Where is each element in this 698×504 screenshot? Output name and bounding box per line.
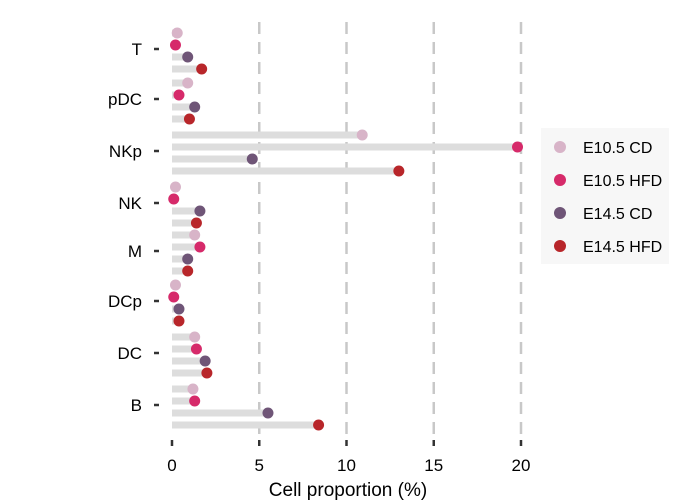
x-tick-label-15: 15 bbox=[424, 456, 443, 475]
stem-DC-2 bbox=[172, 357, 206, 365]
stem-NK-3 bbox=[172, 219, 197, 227]
point-NKp-3 bbox=[393, 165, 405, 177]
point-pDC-3 bbox=[183, 113, 195, 125]
y-tick-label-NKp: NKp bbox=[109, 142, 142, 161]
point-NKp-0 bbox=[356, 129, 368, 141]
stem-DC-1 bbox=[172, 345, 197, 353]
grid-lines bbox=[258, 22, 523, 434]
stem-NKp-2 bbox=[172, 155, 253, 163]
y-tick-label-B: B bbox=[131, 396, 142, 415]
y-tick-label-M: M bbox=[128, 242, 142, 261]
x-axis-title: Cell proportion (%) bbox=[269, 480, 427, 501]
stem-M-2 bbox=[172, 255, 188, 263]
point-DCp-1 bbox=[168, 291, 180, 303]
stem-DC-3 bbox=[172, 369, 207, 377]
point-pDC-2 bbox=[189, 101, 201, 113]
stem-pDC-2 bbox=[172, 103, 195, 111]
point-DCp-0 bbox=[169, 279, 181, 291]
stem-M-0 bbox=[172, 231, 195, 239]
y-tick-label-T: T bbox=[132, 40, 142, 59]
data-points bbox=[168, 27, 524, 431]
x-tick-label-5: 5 bbox=[255, 456, 264, 475]
y-tick-label-DC: DC bbox=[117, 344, 142, 363]
legend-label-0: E10.5 CD bbox=[583, 140, 652, 157]
point-M-2 bbox=[182, 253, 194, 265]
stems bbox=[172, 29, 518, 429]
legend: E10.5 CD E10.5 HFD E14.5 CD E14.5 HFD bbox=[541, 128, 669, 264]
legend-label-2: E14.5 CD bbox=[583, 206, 652, 223]
legend-marker-3 bbox=[554, 240, 566, 252]
stem-NKp-3 bbox=[172, 167, 399, 175]
point-B-0 bbox=[187, 383, 199, 395]
y-tick-label-NK: NK bbox=[118, 194, 142, 213]
x-axis: 0 5 10 15 20 bbox=[167, 440, 530, 475]
stem-T-3 bbox=[172, 65, 202, 73]
stem-B-2 bbox=[172, 409, 268, 417]
point-DCp-3 bbox=[173, 315, 185, 327]
point-NK-0 bbox=[169, 181, 181, 193]
stem-pDC-3 bbox=[172, 115, 190, 123]
point-DC-2 bbox=[199, 355, 211, 367]
point-B-3 bbox=[313, 419, 325, 431]
point-NKp-1 bbox=[512, 141, 524, 153]
stem-M-1 bbox=[172, 243, 200, 251]
point-T-1 bbox=[169, 39, 181, 51]
stem-B-1 bbox=[172, 397, 195, 405]
point-T-3 bbox=[196, 63, 208, 75]
point-B-2 bbox=[262, 407, 274, 419]
point-DC-3 bbox=[201, 367, 213, 379]
y-tick-label-DCp: DCp bbox=[108, 292, 142, 311]
x-tick-label-20: 20 bbox=[512, 456, 531, 475]
point-M-3 bbox=[182, 265, 194, 277]
y-tick-label-pDC: pDC bbox=[108, 90, 142, 109]
stem-B-3 bbox=[172, 421, 319, 429]
stem-DC-0 bbox=[172, 333, 195, 341]
stem-T-2 bbox=[172, 53, 188, 61]
point-M-0 bbox=[189, 229, 201, 241]
point-DC-1 bbox=[190, 343, 202, 355]
point-T-0 bbox=[171, 27, 183, 39]
point-B-1 bbox=[189, 395, 201, 407]
stem-NKp-0 bbox=[172, 131, 363, 139]
stem-M-3 bbox=[172, 267, 188, 275]
legend-marker-0 bbox=[554, 141, 566, 153]
point-NK-3 bbox=[190, 217, 202, 229]
x-tick-label-0: 0 bbox=[167, 456, 176, 475]
x-tick-label-10: 10 bbox=[337, 456, 356, 475]
legend-label-3: E14.5 HFD bbox=[583, 239, 662, 256]
legend-label-1: E10.5 HFD bbox=[583, 173, 662, 190]
stem-NKp-1 bbox=[172, 143, 518, 151]
legend-marker-1 bbox=[554, 174, 566, 186]
point-NKp-2 bbox=[246, 153, 258, 165]
point-DCp-2 bbox=[173, 303, 185, 315]
point-DC-0 bbox=[189, 331, 201, 343]
stem-B-0 bbox=[172, 385, 193, 393]
point-pDC-0 bbox=[182, 77, 194, 89]
legend-marker-2 bbox=[554, 207, 566, 219]
point-NK-1 bbox=[168, 193, 180, 205]
stem-NK-2 bbox=[172, 207, 200, 215]
stem-pDC-0 bbox=[172, 79, 188, 87]
point-M-1 bbox=[194, 241, 206, 253]
point-pDC-1 bbox=[173, 89, 185, 101]
point-NK-2 bbox=[194, 205, 206, 217]
point-T-2 bbox=[182, 51, 194, 63]
